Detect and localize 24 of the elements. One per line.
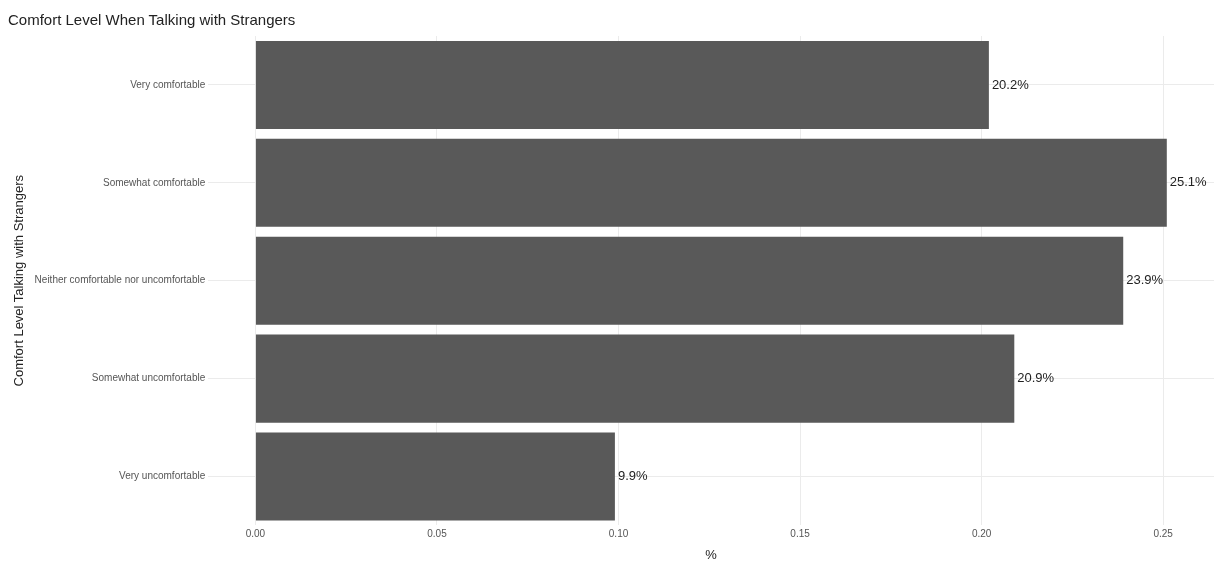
chart-title: Comfort Level When Talking with Strangers (8, 11, 296, 29)
y-axis-title: Comfort Level Talking with Strangers (11, 174, 27, 387)
data-label: 23.9% (1126, 272, 1164, 288)
y-tick-label: Somewhat comfortable (102, 176, 206, 188)
x-tick-label: 0.25 (1153, 528, 1174, 540)
bar (255, 138, 1167, 227)
data-label: 9.9% (617, 468, 648, 484)
y-tick-label: Neither comfortable nor uncomfortable (34, 274, 206, 286)
bar (255, 40, 989, 129)
x-axis-title: % (705, 546, 718, 562)
bar (255, 236, 1124, 325)
y-tick-label: Somewhat uncomfortable (91, 372, 206, 384)
data-label: 25.1% (1169, 174, 1208, 190)
x-tick-label: 0.20 (971, 528, 992, 540)
data-label: 20.9% (1017, 370, 1055, 386)
y-tick-label: Very comfortable (130, 78, 206, 90)
x-tick-label: 0.05 (427, 528, 448, 540)
bar (255, 432, 615, 521)
y-tick-label: Very uncomfortable (119, 470, 206, 482)
x-tick-label: 0.00 (245, 528, 266, 540)
data-label: 20.2% (991, 76, 1030, 92)
x-tick-label: 0.15 (790, 528, 811, 540)
bar (255, 334, 1015, 423)
x-tick-label: 0.10 (608, 528, 629, 540)
